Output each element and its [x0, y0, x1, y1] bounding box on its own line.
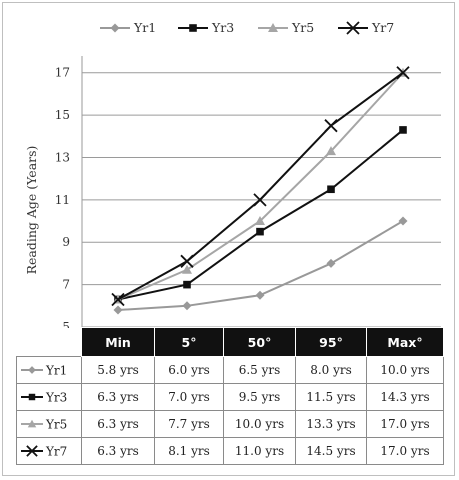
- data-point-yr1: [113, 305, 123, 315]
- legend-label: Yr7: [371, 20, 394, 35]
- gridlines: [82, 72, 441, 328]
- y-tick-label: 17: [55, 66, 70, 80]
- column-header-95th: 95°: [295, 327, 367, 357]
- table-cell: 7.7 yrs: [154, 410, 224, 438]
- table-cell: 5.8 yrs: [81, 356, 155, 384]
- y-tick-label: 15: [55, 108, 70, 122]
- table-cell: 9.5 yrs: [223, 383, 296, 411]
- table-cell: 10.0 yrs: [366, 356, 444, 384]
- data-point-yr7: [253, 193, 267, 207]
- table-corner: [16, 327, 82, 357]
- table-cell: 6.3 yrs: [81, 410, 155, 438]
- row-label: Yr3: [46, 390, 68, 405]
- series-line-yr5: [117, 72, 404, 301]
- row-header-yr7: Yr7: [16, 437, 82, 465]
- table-header-row: Min 5° 50° 95° Max°: [16, 327, 444, 357]
- legend-label: Yr5: [291, 20, 314, 35]
- table-row: Yr3 6.3 yrs 7.0 yrs 9.5 yrs 11.5 yrs 14.3 yrs: [16, 383, 444, 411]
- legend-marker-yr5-icon: [268, 23, 278, 32]
- series-line-yr3: [117, 129, 404, 301]
- table-cell: 10.0 yrs: [223, 410, 296, 438]
- data-point-yr7: [111, 292, 125, 307]
- y-axis: 5 7 9 11 13 15 17: [55, 56, 83, 330]
- row-symbol-yr3-icon: [21, 394, 43, 401]
- data-point-yr1: [326, 258, 336, 268]
- legend-marker-yr3-icon: [189, 24, 197, 32]
- data-point-yr5: [255, 216, 265, 226]
- legend-entry-yr7: Yr7: [338, 20, 394, 35]
- data-point-yr5: [326, 146, 336, 156]
- table-row: Yr7 6.3 yrs 8.1 yrs 11.0 yrs 14.5 yrs 17.0 yr…: [16, 437, 444, 465]
- table-cell: 14.3 yrs: [366, 383, 444, 411]
- data-point-yr3: [399, 126, 407, 134]
- series-lines: [111, 66, 410, 315]
- row-symbol-yr7-icon: [21, 445, 43, 457]
- table-cell: 7.0 yrs: [154, 383, 224, 411]
- data-point-yr3: [327, 185, 335, 194]
- legend-entry-yr5: Yr5: [258, 20, 314, 35]
- data-point-yr1: [182, 301, 192, 311]
- row-symbol-yr5-icon: [21, 420, 43, 428]
- data-point-yr1: [398, 216, 408, 226]
- y-tick-label: 9: [62, 235, 70, 249]
- column-header-min: Min: [81, 327, 155, 357]
- data-point-yr7: [396, 66, 410, 80]
- legend-label: Yr1: [133, 20, 156, 35]
- data-point-yr3: [256, 227, 264, 236]
- series-yr1: [113, 216, 408, 315]
- series-line-yr7: [117, 71, 404, 301]
- table-cell: 6.3 yrs: [81, 383, 155, 411]
- table-row: Yr5 6.3 yrs 7.7 yrs 10.0 yrs 13.3 yrs 17.0 yr…: [16, 410, 444, 438]
- table-row: Yr1 5.8 yrs 6.0 yrs 6.5 yrs 8.0 yrs 10.0 yrs: [16, 356, 444, 384]
- table-cell: 6.3 yrs: [81, 437, 155, 465]
- column-header-50th: 50°: [223, 327, 296, 357]
- column-header-max: Max°: [366, 327, 444, 357]
- row-label: Yr7: [46, 444, 68, 459]
- series-yr5: [113, 67, 408, 304]
- legend-label: Yr3: [211, 20, 234, 35]
- y-tick-label: 11: [55, 193, 70, 207]
- data-table: Min 5° 50° 95° Max° Yr1 5.8 yrs 6.0 yrs 6.5…: [16, 327, 444, 465]
- row-label: Yr5: [46, 417, 68, 432]
- row-label: Yr1: [46, 363, 68, 378]
- legend-marker-yr7-icon: [346, 21, 360, 35]
- table-cell: 11.5 yrs: [295, 383, 367, 411]
- table-cell: 13.3 yrs: [295, 410, 367, 438]
- row-header-yr1: Yr1: [16, 356, 82, 384]
- table-cell: 6.0 yrs: [154, 356, 224, 384]
- y-tick-label: 13: [55, 150, 70, 164]
- reading-age-chart: Yr1 Yr3 Yr5 Yr7 5 7 9 11 13 15 17 Reading Age (Ye…: [24, 20, 441, 330]
- data-point-yr1: [255, 290, 265, 300]
- column-header-5th: 5°: [154, 327, 224, 357]
- legend: Yr1 Yr3 Yr5 Yr7: [100, 20, 394, 35]
- legend-marker-yr1-icon: [110, 23, 120, 33]
- series-yr7: [111, 66, 410, 307]
- row-header-yr5: Yr5: [16, 410, 82, 438]
- y-tick-label: 7: [62, 278, 70, 292]
- table-cell: 11.0 yrs: [223, 437, 296, 465]
- row-header-yr3: Yr3: [16, 383, 82, 411]
- row-symbol-yr1-icon: [21, 366, 43, 375]
- table-cell: 8.0 yrs: [295, 356, 367, 384]
- data-point-yr5: [182, 264, 192, 274]
- legend-entry-yr3: Yr3: [178, 20, 234, 35]
- legend-entry-yr1: Yr1: [100, 20, 156, 35]
- data-point-yr7: [180, 254, 194, 268]
- data-point-yr7: [324, 119, 338, 133]
- y-axis-label: Reading Age (Years): [24, 146, 39, 275]
- table-cell: 8.1 yrs: [154, 437, 224, 465]
- table-cell: 6.5 yrs: [223, 356, 296, 384]
- y-tick-label: 5: [62, 320, 70, 330]
- table-cell: 17.0 yrs: [366, 410, 444, 438]
- table-cell: 17.0 yrs: [366, 437, 444, 465]
- table-cell: 14.5 yrs: [295, 437, 367, 465]
- data-point-yr3: [183, 280, 191, 289]
